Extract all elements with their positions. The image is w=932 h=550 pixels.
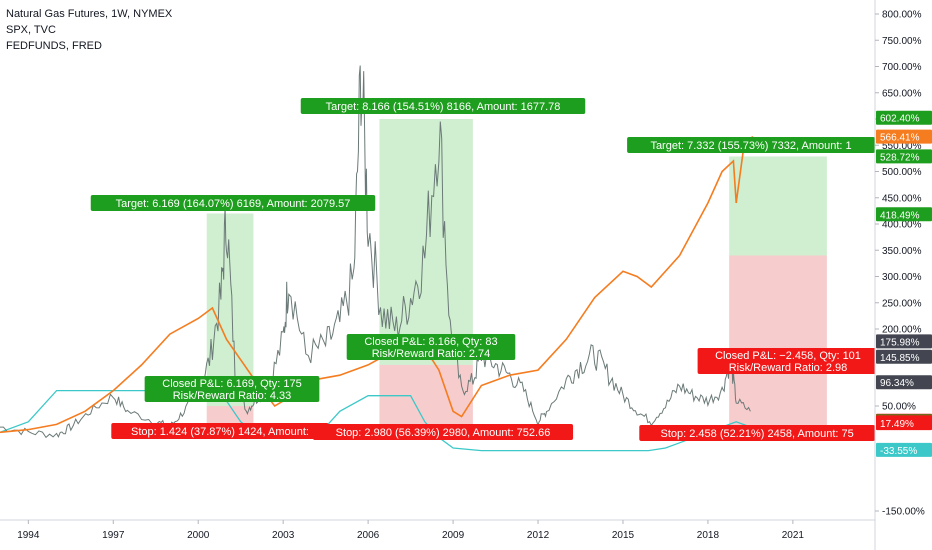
closed-label-ratio: Risk/Reward Ratio: 4.33 [173,390,292,402]
x-tick-label: 1994 [17,530,40,541]
closed-label-pnl: Closed P&L: 8.166, Qty: 83 [364,336,497,348]
target-label-box [90,195,376,211]
stop-label-box [639,425,875,441]
price-tag[interactable] [876,207,932,222]
stop-label-box [111,423,329,439]
x-tick-label: 2021 [782,530,805,541]
price-tag-label: 566.41% [880,133,920,144]
price-tag[interactable] [876,416,932,431]
y-tick-label: 50.00% [882,402,916,413]
closed-label-box [697,348,879,374]
price-tag[interactable] [876,129,932,144]
target-label: Target: 8.166 (154.51%) 8166, Amount: 16… [326,101,561,113]
y-axis-panel [875,0,932,550]
price-tag-label: 418.49% [880,210,920,221]
legend-item-fedfunds[interactable]: FEDFUNDS, FRED [6,40,102,52]
y-tick-label: 750.00% [882,36,922,47]
loss-zone [206,406,254,426]
price-tag[interactable] [876,375,932,390]
legend-item-natgas[interactable]: Natural Gas Futures, 1W, NYMEX [6,8,173,20]
closed-label-ratio: Risk/Reward Ratio: 2.98 [729,362,848,374]
target-label-box [627,137,875,153]
y-tick-label: 300.00% [882,272,922,283]
price-tag[interactable] [876,334,932,349]
price-tag-label: 96.34% [880,378,914,389]
x-tick-label: 2018 [697,530,720,541]
y-axis[interactable]: 800.00%750.00%700.00%650.00%600.00%550.0… [874,0,932,550]
series-line-fedfunds[interactable] [0,389,751,452]
y-tick-label: 500.00% [882,167,922,178]
price-tag[interactable] [876,149,932,164]
y-tick-label: 450.00% [882,193,922,204]
x-tick-label: 2003 [272,530,295,541]
price-tag-label: 145.85% [880,353,920,364]
series-line-spx[interactable] [0,136,754,434]
price-tag-label: 175.98% [880,337,920,348]
profit-zone [729,156,827,256]
price-tag-label: 17.49% [880,419,914,430]
y-tick-label: 650.00% [882,88,922,99]
stop-label: Stop: 2.458 (52.21%) 2458, Amount: 75 [661,428,854,440]
stop-label: Stop: 2.980 (56.39%) 2980, Amount: 752.6… [336,427,551,439]
price-tag[interactable] [876,110,932,125]
price-tag-label: 528.72% [880,152,920,163]
x-tick-label: 2006 [357,530,380,541]
y-tick-label: 700.00% [882,62,922,73]
x-tick-label: 1997 [102,530,125,541]
y-tick-label: 250.00% [882,298,922,309]
y-tick-label: -150.00% [882,507,925,518]
price-tag[interactable] [876,442,932,457]
price-tag-label: 602.40% [880,114,920,125]
x-axis[interactable]: 1994 1997 2000 2003 2006 2009 2012 2015 2018 2021 [0,519,875,541]
x-tick-label: 2015 [612,530,635,541]
closed-label-box [346,334,516,360]
target-label-box [300,98,586,114]
price-tag-label: -33.55% [880,446,917,457]
stop-label-box [312,424,574,440]
price-tag[interactable] [876,349,932,364]
x-tick-label: 2000 [187,530,210,541]
trade-labels: Target: 6.169 (164.07%) 6169, Amount: 20… [90,98,879,441]
profit-zone [206,213,254,406]
target-label: Target: 6.169 (164.07%) 6169, Amount: 20… [116,198,351,210]
series-line-natgas[interactable] [0,65,751,439]
series-layer [0,65,754,452]
closed-label-pnl: Closed P&L: 6.169, Qty: 175 [162,378,301,390]
y-tick-label: 350.00% [882,246,922,257]
closed-label-ratio: Risk/Reward Ratio: 2.74 [372,348,491,360]
y-tick-label: 400.00% [882,220,922,231]
x-tick-label: 2012 [527,530,550,541]
stop-label: Stop: 1.424 (37.87%) 1424, Amount: [131,426,309,438]
y-tick-label: 550.00% [882,141,922,152]
loss-zone [729,255,827,426]
legend: Natural Gas Futures, 1W, NYMEX SPX, TVC … [6,6,172,54]
closed-label-box [144,376,320,402]
y-tick-label: 800.00% [882,10,922,21]
legend-item-spx[interactable]: SPX, TVC [6,24,56,36]
closed-label-pnl: Closed P&L: −2.458, Qty: 101 [715,350,861,362]
target-label: Target: 7.332 (155.73%) 7332, Amount: 1 [650,140,851,152]
x-tick-label: 2009 [442,530,465,541]
y-tick-label: 200.00% [882,325,922,336]
